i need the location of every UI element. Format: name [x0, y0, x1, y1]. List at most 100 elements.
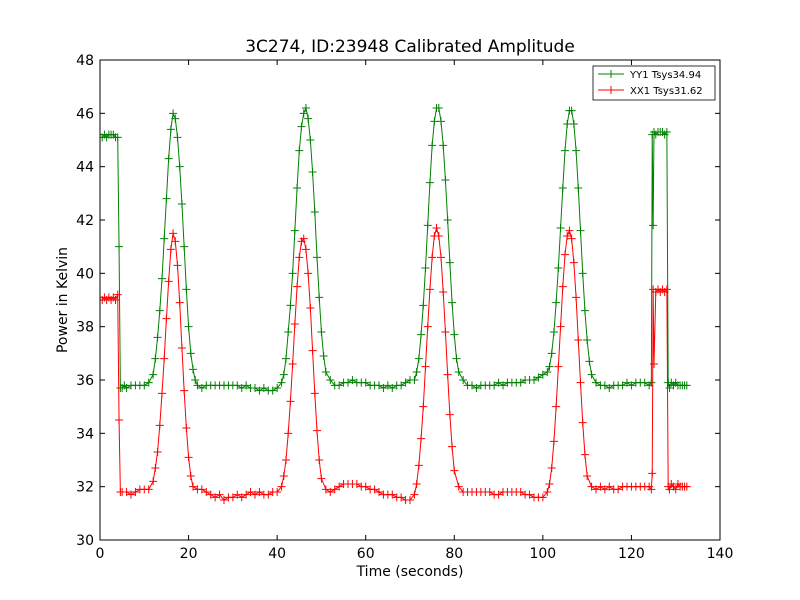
data-point	[556, 224, 565, 232]
data-point	[277, 482, 286, 491]
data-point	[545, 362, 554, 371]
data-point	[304, 114, 313, 123]
data-point	[180, 386, 189, 395]
data-point	[290, 320, 299, 328]
data-point	[574, 336, 583, 344]
data-point	[425, 178, 434, 187]
data-point	[627, 381, 636, 390]
data-point	[578, 269, 587, 278]
data-point	[565, 226, 574, 235]
data-point	[306, 304, 315, 312]
legend-frame	[592, 65, 716, 101]
data-point	[494, 490, 503, 499]
series-1	[100, 224, 691, 504]
data-point	[268, 386, 277, 395]
data-point	[352, 480, 361, 488]
data-point	[295, 146, 304, 155]
data-point	[189, 482, 197, 491]
y-tick-label: 40	[76, 266, 94, 282]
data-point	[246, 488, 255, 496]
data-point	[310, 389, 319, 398]
data-point	[348, 376, 357, 384]
data-point	[545, 480, 554, 488]
data-point	[443, 216, 452, 224]
data-point	[284, 429, 293, 438]
data-point	[264, 490, 273, 499]
data-point	[211, 493, 220, 502]
data-point	[164, 277, 173, 286]
data-point	[220, 496, 228, 504]
data-point	[297, 122, 306, 131]
data-point	[115, 242, 124, 251]
data-point	[485, 488, 494, 496]
data-point	[279, 472, 288, 480]
data-point	[410, 490, 419, 499]
data-point	[605, 384, 614, 392]
data-point	[552, 402, 561, 411]
data-point	[177, 200, 186, 208]
data-point	[547, 349, 556, 358]
y-tick-label: 48	[76, 53, 94, 69]
data-point	[361, 378, 370, 387]
data-point	[437, 253, 445, 262]
data-point	[561, 250, 569, 259]
data-point	[162, 314, 171, 323]
data-point	[175, 162, 184, 171]
data-point	[313, 426, 321, 435]
chart-title: 3C274, ID:23948 Calibrated Amplitude	[245, 37, 575, 57]
data-point	[162, 194, 171, 203]
legend-marker	[607, 70, 615, 78]
data-point	[313, 253, 321, 262]
data-point	[237, 493, 246, 502]
data-point	[160, 234, 169, 243]
data-point	[166, 125, 175, 134]
data-point	[233, 381, 242, 390]
data-point	[585, 357, 594, 366]
data-point	[549, 437, 558, 446]
data-point	[417, 330, 426, 339]
data-point	[662, 285, 671, 294]
y-tick-label: 46	[76, 106, 94, 122]
y-tick-label: 30	[76, 533, 94, 549]
data-point	[304, 269, 313, 278]
data-point	[410, 376, 419, 384]
data-point	[308, 346, 317, 355]
data-point	[437, 117, 445, 126]
data-point	[330, 485, 339, 494]
data-point	[623, 378, 631, 387]
data-point	[448, 442, 457, 451]
x-axis-label: Time (seconds)	[356, 564, 464, 580]
data-point	[472, 384, 481, 392]
data-point	[315, 293, 324, 302]
data-point	[293, 184, 302, 192]
data-point	[567, 106, 576, 115]
data-point	[171, 114, 180, 123]
data-point	[397, 381, 406, 390]
data-point	[583, 472, 592, 480]
data-point	[569, 120, 578, 128]
data-point	[578, 418, 587, 427]
data-point	[202, 488, 211, 496]
data-point	[414, 461, 423, 470]
data-point	[543, 488, 552, 496]
data-point	[177, 344, 186, 352]
data-point	[563, 232, 572, 240]
data-point	[587, 370, 596, 379]
data-point	[417, 434, 426, 443]
x-tick-label: 120	[618, 546, 645, 562]
data-point	[428, 253, 437, 262]
data-point	[173, 261, 182, 270]
data-point	[173, 133, 182, 142]
data-point	[193, 381, 202, 390]
data-point	[572, 146, 581, 155]
data-point	[421, 264, 430, 272]
y-tick-label: 36	[76, 373, 94, 389]
data-point	[414, 354, 423, 363]
data-point	[554, 264, 563, 272]
data-point	[580, 306, 589, 315]
data-point	[233, 490, 242, 499]
data-point	[421, 362, 430, 371]
data-point	[111, 296, 120, 304]
data-point	[282, 354, 290, 363]
data-point	[434, 232, 443, 240]
